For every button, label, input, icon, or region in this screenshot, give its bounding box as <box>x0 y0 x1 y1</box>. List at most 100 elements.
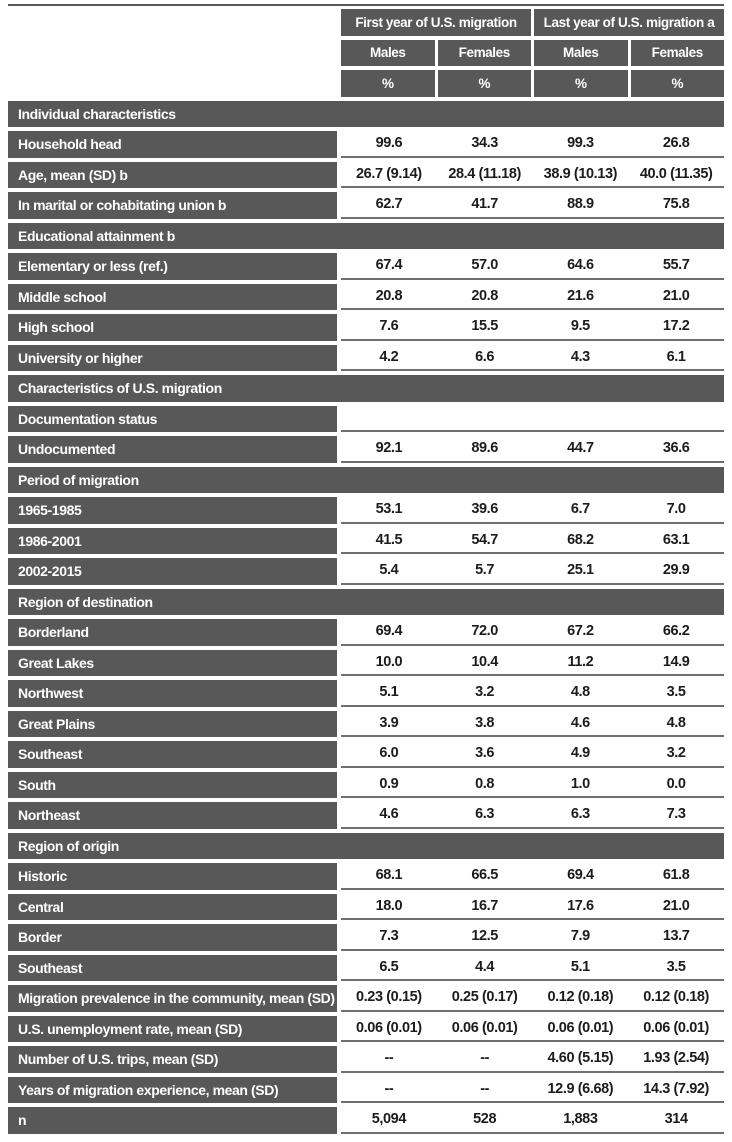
value-cell: 57.0 <box>471 257 498 274</box>
value-cell: 3.5 <box>666 684 686 701</box>
value-cell: 0.06 (0.01) <box>643 1019 709 1036</box>
section-label: Characteristics of U.S. migration <box>8 375 724 402</box>
header-row-groups: First year of U.S. migration Last year o… <box>8 9 724 36</box>
row-label: Undocumented <box>8 436 337 463</box>
header-label-spacer <box>8 70 337 97</box>
col-unit-percent-3: % <box>534 70 628 97</box>
row-values: 20.8 20.8 21.6 21.0 <box>341 283 724 310</box>
row-label: n <box>8 1107 337 1134</box>
row-label: High school <box>8 314 337 341</box>
header-sex-cells: Males Females Males Females <box>341 39 724 66</box>
col-header-females-2: Females <box>630 39 724 66</box>
table-row: Household head 99.6 34.3 99.3 26.8 <box>8 131 724 158</box>
value-cell: 12.5 <box>471 928 498 945</box>
value-cell: 55.7 <box>662 257 690 274</box>
value-cell: 17.2 <box>662 318 690 335</box>
value-cell: 64.6 <box>567 257 594 274</box>
value-cell: 0.06 (0.01) <box>451 1019 518 1036</box>
table-row: Great Lakes 10.0 10.4 11.2 14.9 <box>8 649 724 676</box>
row-values: 5.4 5.7 25.1 29.9 <box>341 558 724 585</box>
row-values: 62.7 41.7 88.9 75.8 <box>341 192 724 219</box>
value-cell: -- <box>384 1080 394 1097</box>
value-cell: -- <box>480 1050 490 1067</box>
row-values: 41.5 54.7 68.2 63.1 <box>341 527 724 554</box>
section-row: Region of origin <box>8 832 724 859</box>
table-row: Great Plains 3.9 3.8 4.6 4.8 <box>8 710 724 737</box>
table-row: Migration prevalence in the community, m… <box>8 985 724 1012</box>
col-header-males-1: Males <box>341 39 435 66</box>
row-label: 1986-2001 <box>8 527 337 554</box>
value-cell: 9.5 <box>570 318 590 335</box>
value-cell: 13.7 <box>662 928 690 945</box>
value-cell: -- <box>384 1050 394 1067</box>
value-cell: 18.0 <box>375 897 403 914</box>
table-row: Northeast 4.6 6.3 6.3 7.3 <box>8 802 724 829</box>
row-label: Household head <box>8 131 337 158</box>
section-label: Period of migration <box>8 466 724 493</box>
section-row: Educational attainment b <box>8 222 724 249</box>
value-cell: 0.06 (0.01) <box>356 1019 422 1036</box>
row-label: Central <box>8 893 337 920</box>
table-row: Elementary or less (ref.) 67.4 57.0 64.6 55.… <box>8 253 724 280</box>
col-unit-percent-2: % <box>437 70 531 97</box>
value-cell: 3.6 <box>475 745 495 762</box>
value-cell: 61.8 <box>662 867 690 884</box>
row-values: 68.1 66.5 69.4 61.8 <box>341 863 724 890</box>
row-values: 4.6 6.3 6.3 7.3 <box>341 802 724 829</box>
row-label: Middle school <box>8 283 337 310</box>
value-cell: 68.1 <box>375 867 403 884</box>
value-cell: 7.0 <box>666 501 686 518</box>
row-values: 92.1 89.6 44.7 36.6 <box>341 436 724 463</box>
value-cell: 1.93 (2.54) <box>643 1050 709 1067</box>
value-cell: 4.9 <box>570 745 590 762</box>
value-cell: 36.6 <box>662 440 690 457</box>
header-row-units: % % % % <box>8 70 724 97</box>
value-cell: 21.0 <box>662 287 690 304</box>
value-cell: 66.2 <box>662 623 690 640</box>
value-cell: 5,094 <box>371 1111 407 1128</box>
col-unit-percent-4: % <box>630 70 724 97</box>
value-cell: 12.9 (6.68) <box>547 1080 614 1097</box>
table-row: Number of U.S. trips, mean (SD) -- -- 4.60 … <box>8 1046 724 1073</box>
value-cell: 16.7 <box>471 897 498 914</box>
value-cell: 5.1 <box>379 684 399 701</box>
row-values: 0.06 (0.01) 0.06 (0.01) 0.06 (0.01) 0.06 (0… <box>341 1015 724 1042</box>
row-label: Migration prevalence in the community, m… <box>8 985 337 1012</box>
value-cell: 1.0 <box>570 775 590 792</box>
value-cell: 3.2 <box>475 684 495 701</box>
value-cell: 99.6 <box>375 135 403 152</box>
value-cell: 6.6 <box>475 348 495 365</box>
value-cell: 15.5 <box>471 318 498 335</box>
value-cell: 3.2 <box>666 745 686 762</box>
row-values: 10.0 10.4 11.2 14.9 <box>341 649 724 676</box>
value-cell: 41.5 <box>375 531 403 548</box>
value-cell: 99.3 <box>567 135 594 152</box>
value-cell: 11.2 <box>567 653 594 670</box>
value-cell: 67.4 <box>375 257 403 274</box>
value-cell: 14.3 (7.92) <box>643 1080 709 1097</box>
value-cell: 44.7 <box>567 440 594 457</box>
value-cell: 4.4 <box>475 958 495 975</box>
row-label: U.S. unemployment rate, mean (SD) <box>8 1015 337 1042</box>
value-cell: 6.7 <box>570 501 590 518</box>
row-label: 2002-2015 <box>8 558 337 585</box>
value-cell: 0.25 (0.17) <box>451 989 518 1006</box>
value-cell: 68.2 <box>567 531 594 548</box>
row-label: Border <box>8 924 337 951</box>
value-cell: 4.2 <box>379 348 399 365</box>
table-row: Years of migration experience, mean (SD)… <box>8 1076 724 1103</box>
col-header-males-2: Males <box>534 39 628 66</box>
value-cell: 528 <box>473 1111 497 1128</box>
section-label: Individual characteristics <box>8 100 724 127</box>
row-values: 3.9 3.8 4.6 4.8 <box>341 710 724 737</box>
value-cell: 7.3 <box>666 806 686 823</box>
value-cell: 0.8 <box>475 775 495 792</box>
row-label: Northwest <box>8 680 337 707</box>
value-cell: 41.7 <box>471 196 498 213</box>
value-cell: 5.7 <box>475 562 495 579</box>
value-cell: 6.5 <box>379 958 399 975</box>
table-row: Northwest 5.1 3.2 4.8 3.5 <box>8 680 724 707</box>
value-cell: 1,883 <box>563 1111 598 1128</box>
col-header-females-1: Females <box>437 39 531 66</box>
row-values: -- -- 4.60 (5.15) 1.93 (2.54) <box>341 1046 724 1073</box>
